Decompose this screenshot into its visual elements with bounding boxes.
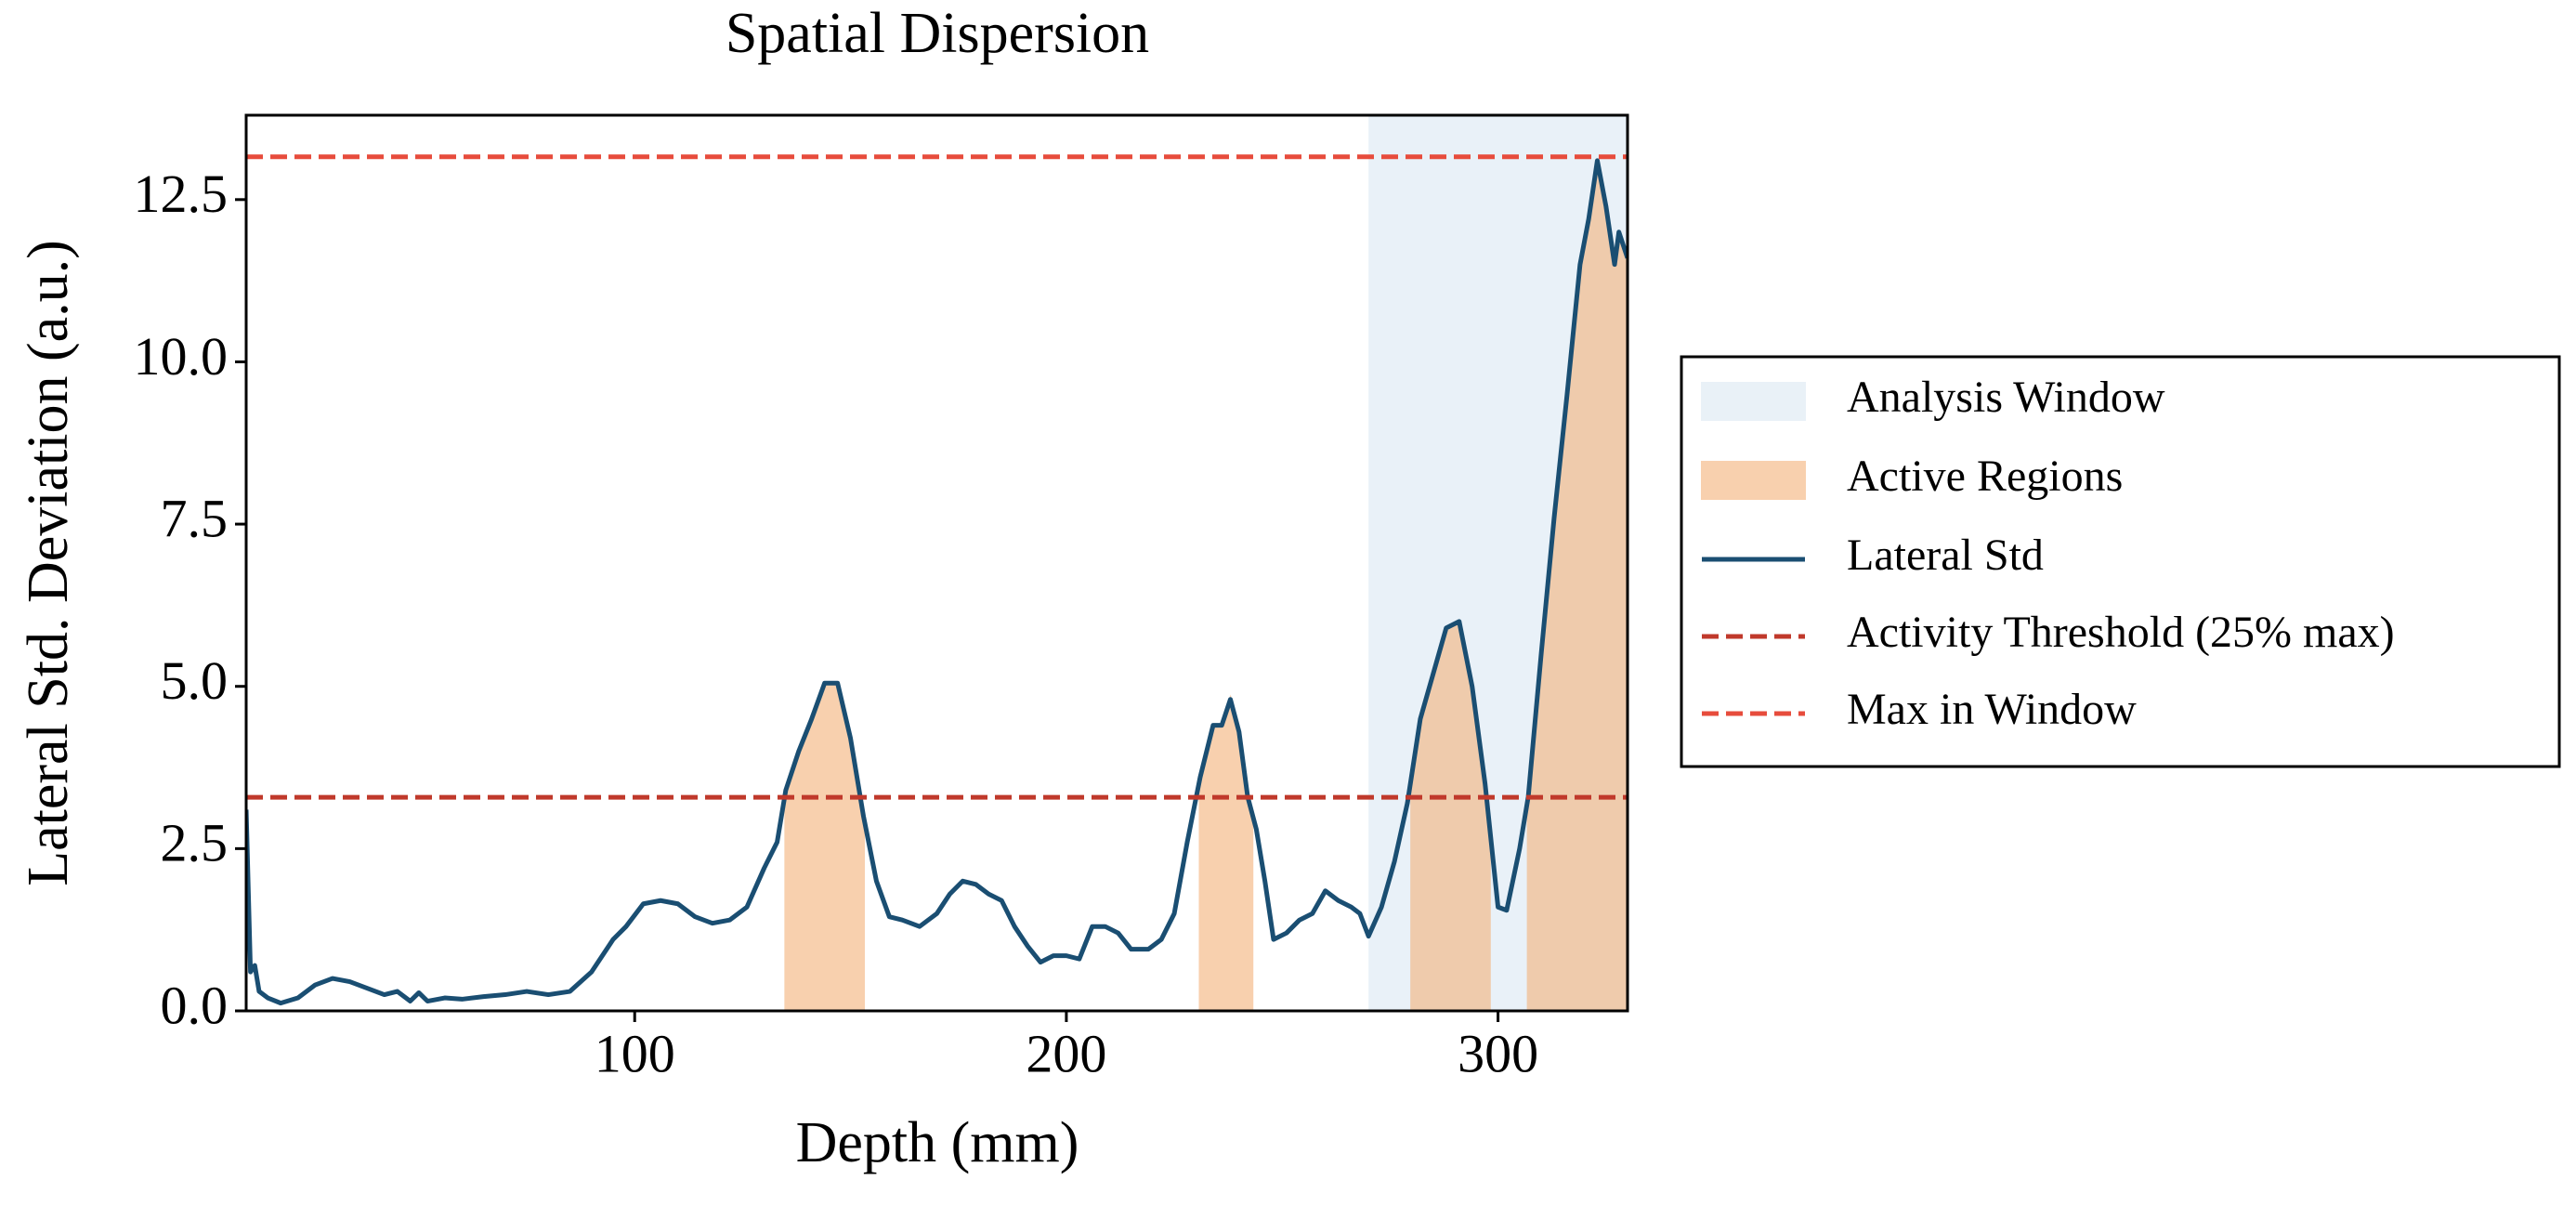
legend-box [1680, 355, 2561, 768]
legend-label: Lateral Std [1847, 531, 2044, 580]
y-tick-label: 5.0 [161, 650, 229, 711]
active-region [784, 681, 866, 1011]
lateral-std-line [246, 158, 1628, 1006]
x-axis-label: Depth (mm) [796, 1111, 1079, 1174]
chart-title: Spatial Dispersion [726, 2, 1149, 65]
legend-label: Max in Window [1847, 685, 2137, 734]
axes-frame [244, 113, 1629, 1013]
y-tick-label: 10.0 [134, 326, 229, 387]
y-tick-label: 7.5 [161, 488, 229, 548]
x-tick-label: 300 [1458, 1023, 1538, 1083]
y-tick-label: 12.5 [134, 164, 229, 224]
legend-label: Activity Threshold (25% max) [1847, 608, 2395, 657]
y-tick-label: 0.0 [161, 975, 229, 1035]
x-tick-label: 200 [1026, 1023, 1106, 1083]
legend-label: Analysis Window [1847, 373, 2165, 422]
legend-patch [1701, 461, 1806, 500]
plot-area [246, 115, 1628, 1011]
x-tick-label: 100 [595, 1023, 675, 1083]
legend-patch [1701, 382, 1806, 421]
y-tick-label: 2.5 [161, 813, 229, 873]
legend-label: Active Regions [1847, 452, 2123, 501]
y-axis-label: Lateral Std. Deviation (a.u.) [17, 240, 80, 886]
